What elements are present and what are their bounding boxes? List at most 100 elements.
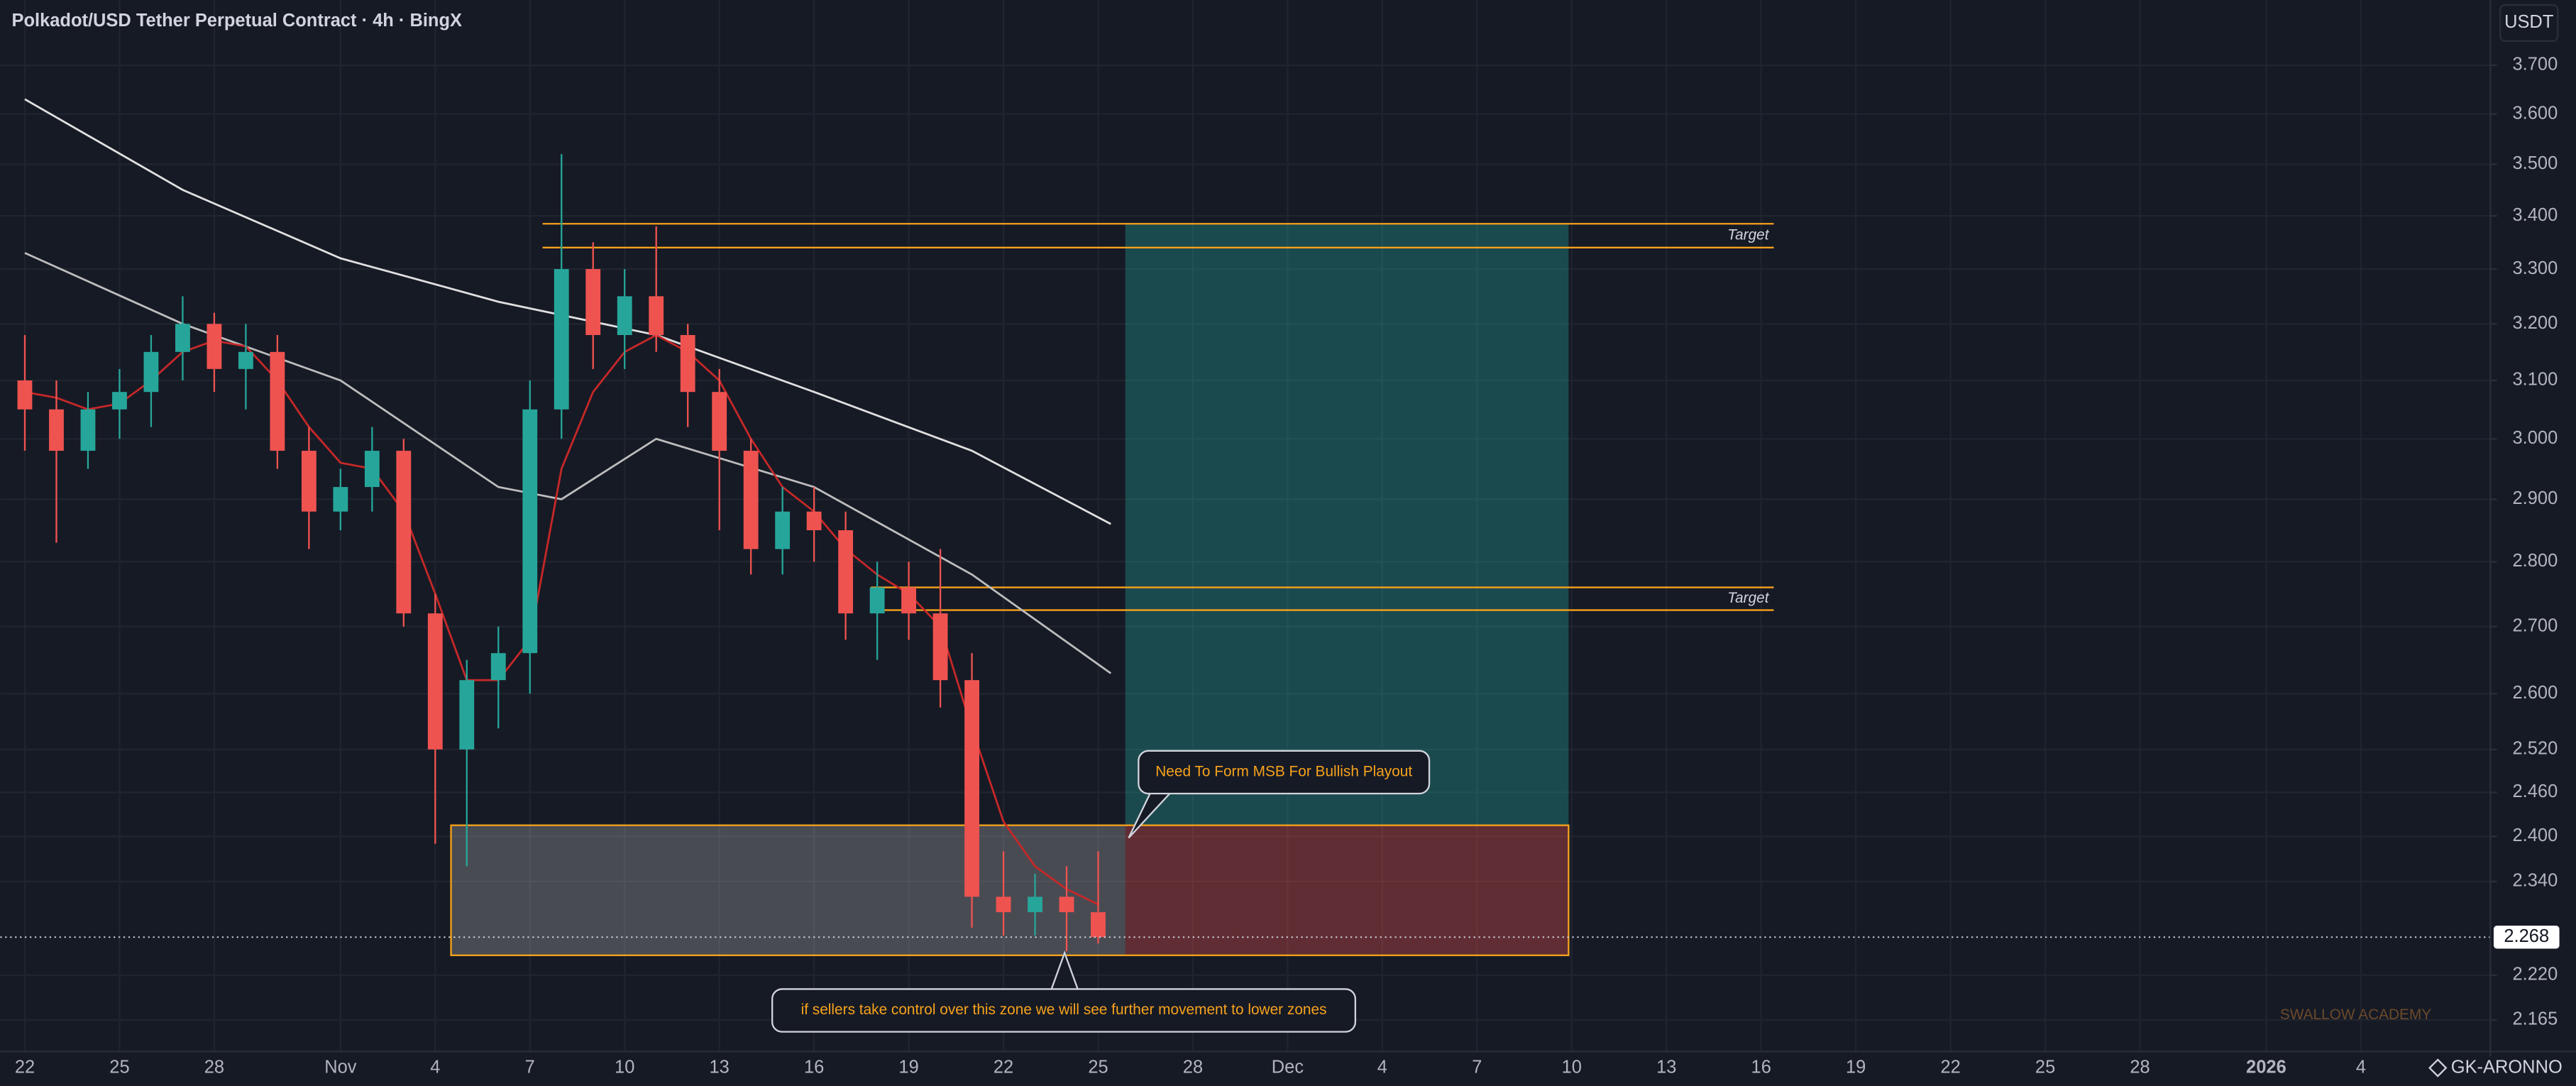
y-tick-label: 2.600 <box>2513 683 2558 703</box>
x-tick-label: 28 <box>2130 1057 2150 1077</box>
candle-body <box>869 587 885 614</box>
x-tick-label: 4 <box>1377 1057 1387 1077</box>
x-tick-label: Dec <box>1272 1057 1304 1077</box>
candle-body <box>364 451 380 488</box>
x-tick-label: 28 <box>204 1057 224 1077</box>
zone <box>450 824 1570 957</box>
candle-body <box>1028 896 1042 913</box>
x-tick-label: 28 <box>1183 1057 1203 1077</box>
candle-body <box>396 451 412 614</box>
y-tick-label: 2.340 <box>2513 871 2558 891</box>
chart-title: Polkadot/USD Tether Perpetual Contract ·… <box>11 11 462 31</box>
footer-bg <box>2424 1056 2576 1086</box>
x-tick-label: 4 <box>2356 1057 2366 1077</box>
callout: Need To Form MSB For Bullish Playout <box>1128 750 1431 839</box>
y-tick-label: 3.000 <box>2513 428 2558 448</box>
callout-text: Need To Form MSB For Bullish Playout <box>1155 763 1412 779</box>
plot: Target Target <box>0 98 2491 957</box>
callout-pointer <box>1128 793 1171 839</box>
x-tick-label: 25 <box>2035 1057 2055 1077</box>
x-tick-label: 7 <box>1472 1057 1482 1077</box>
candle-body <box>680 335 695 393</box>
x-tick-label: 22 <box>993 1057 1013 1077</box>
y-tick-label: 3.100 <box>2513 370 2558 390</box>
last-price-box <box>2493 926 2560 949</box>
y-tick-label: 2.460 <box>2513 781 2558 801</box>
y-tick-label: 3.300 <box>2513 258 2558 278</box>
x-tick-label: 19 <box>1846 1057 1866 1077</box>
currency-label[interactable]: USDT <box>2504 12 2553 32</box>
candle-body <box>649 296 664 336</box>
moving-average <box>24 98 1111 525</box>
axes: 3.700 3.600 3.500 3.400 3.300 3.200 3.100 3.000… <box>15 55 2560 1077</box>
candle-body <box>333 487 348 512</box>
y-tick-label: 3.600 <box>2513 103 2558 123</box>
x-tick-label: 22 <box>15 1057 35 1077</box>
target-label: Target <box>1727 590 1769 606</box>
zone <box>451 825 1125 955</box>
y-tick-label: 2.800 <box>2513 551 2558 571</box>
zone <box>1125 825 1569 955</box>
moving-average <box>24 334 1099 906</box>
footer-logo <box>2428 1058 2448 1077</box>
candle-body <box>996 896 1011 913</box>
x-tick-label: 16 <box>804 1057 824 1077</box>
candle-body <box>743 451 759 549</box>
candle-body <box>838 530 854 614</box>
footer-text: GK-ARONNO <box>2451 1057 2563 1077</box>
candle-body <box>617 296 632 336</box>
currency-button[interactable] <box>2499 4 2559 43</box>
callout-box <box>771 988 1357 1033</box>
candle-body <box>1059 896 1074 913</box>
x-tick-label: 2026 <box>2246 1057 2286 1077</box>
x-tick-label: 10 <box>1562 1057 1582 1077</box>
x-tick-label: 16 <box>1751 1057 1771 1077</box>
candle-body <box>964 680 979 897</box>
x-tick-label: 13 <box>710 1057 730 1077</box>
x-tick-label: 25 <box>109 1057 129 1077</box>
candle-body <box>901 587 917 614</box>
candle-body <box>270 351 285 451</box>
candle-body <box>80 409 96 451</box>
y-tick-label: 2.400 <box>2513 826 2558 845</box>
candle-body <box>207 324 222 369</box>
candle-body <box>806 511 822 531</box>
callout-pointer <box>1050 950 1079 989</box>
candle-body <box>585 269 601 336</box>
target-label: Target <box>1727 227 1769 243</box>
candle-body <box>238 351 253 369</box>
candle-body <box>301 451 317 512</box>
x-tick-label: 25 <box>1088 1057 1108 1077</box>
callout: if sellers take control over this zone w… <box>771 950 1357 1033</box>
x-tick-label: 13 <box>1656 1057 1676 1077</box>
x-tick-label: Nov <box>324 1057 357 1077</box>
grid <box>0 0 2490 1051</box>
candle-body <box>775 511 791 549</box>
candle-body <box>112 392 127 410</box>
candle-body <box>554 269 569 410</box>
candle-body <box>1091 912 1106 938</box>
candle-body <box>427 613 443 750</box>
y-tick-label: 3.200 <box>2513 313 2558 333</box>
candle-body <box>522 409 538 654</box>
candle-body <box>712 392 727 451</box>
callout-text: if sellers take control over this zone w… <box>801 1002 1327 1018</box>
y-tick-label: 3.500 <box>2513 153 2558 173</box>
y-tick-label: 2.220 <box>2513 965 2558 984</box>
candle-body <box>17 380 33 410</box>
zone <box>1125 224 1569 826</box>
x-tick-label: 22 <box>1940 1057 1960 1077</box>
y-tick-label: 3.700 <box>2513 55 2558 75</box>
candle-body <box>459 680 475 750</box>
candle-body <box>932 613 948 681</box>
watermark: SWALLOW ACADEMY <box>2280 1007 2431 1023</box>
callout-box <box>1138 750 1431 795</box>
y-tick-label: 2.165 <box>2513 1009 2558 1029</box>
y-tick-label: 2.900 <box>2513 488 2558 508</box>
x-tick-label: 7 <box>525 1057 535 1077</box>
candle-body <box>49 409 64 451</box>
candle-body <box>175 324 190 352</box>
last-price-label: 2.268 <box>2504 926 2549 946</box>
